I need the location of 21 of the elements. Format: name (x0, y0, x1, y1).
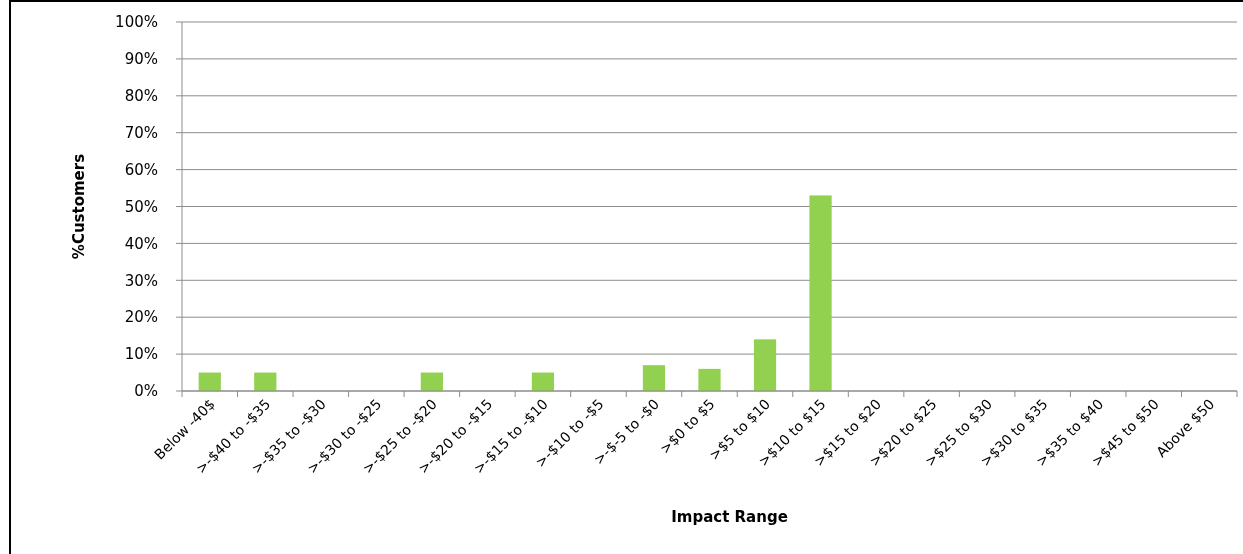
bar (531, 372, 555, 391)
bar (642, 365, 666, 391)
y-tick-label: 20% (124, 308, 158, 327)
x-axis-title: Impact Range (671, 508, 788, 526)
bar (254, 372, 277, 391)
y-axis-title: %Customers (70, 153, 88, 260)
y-tick-label: 100% (115, 13, 158, 32)
bar (753, 339, 777, 391)
bar (698, 368, 721, 391)
y-tick-label: 10% (124, 345, 158, 364)
bar (198, 372, 221, 391)
y-tick-label: 40% (124, 234, 158, 253)
y-tick-label: 90% (124, 50, 158, 69)
bar (420, 372, 443, 391)
y-tick-label: 60% (124, 160, 158, 179)
y-tick-label: 0% (134, 382, 158, 401)
y-tick-label: 70% (124, 123, 158, 142)
y-tick-label: 50% (124, 197, 158, 216)
y-tick-label: 80% (124, 87, 158, 106)
bar (809, 195, 832, 391)
y-tick-label: 30% (124, 271, 158, 290)
